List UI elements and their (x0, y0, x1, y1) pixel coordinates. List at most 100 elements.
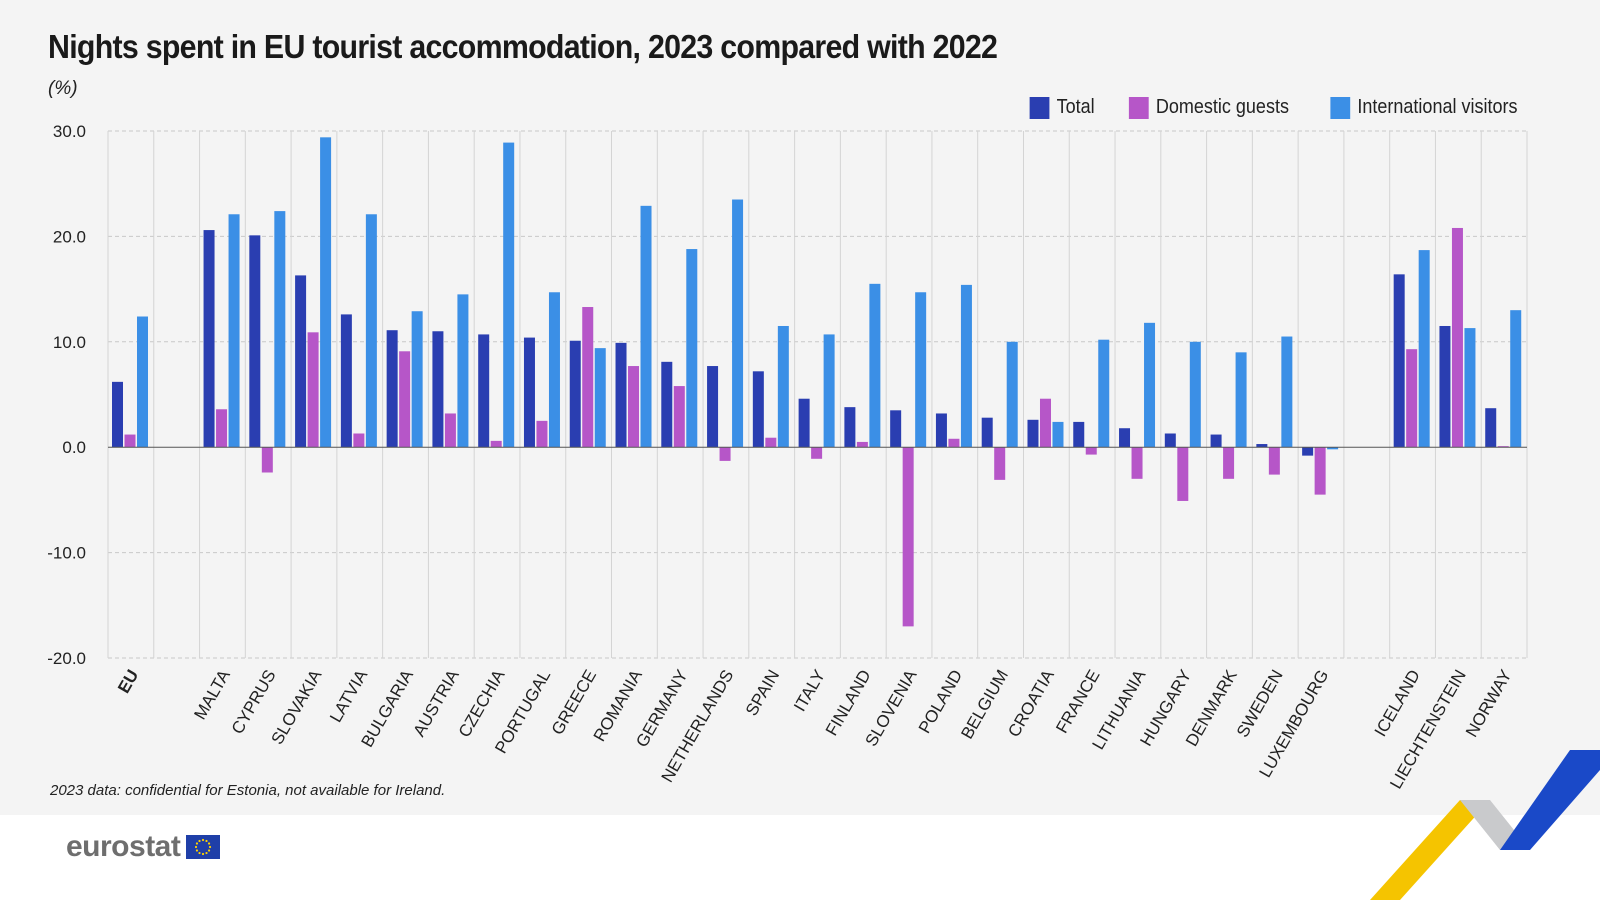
bar-domestic-guests (673, 386, 685, 448)
bar-international-visitors (594, 348, 606, 448)
bar-domestic-guests (994, 447, 1006, 480)
x-tick-label: CROATIA (1004, 666, 1058, 740)
legend-label: Domestic guests (1156, 96, 1290, 118)
bar-total (112, 381, 123, 448)
bar-total (1393, 274, 1405, 448)
bar-domestic-guests (216, 409, 228, 448)
x-tick-label: GREECE (548, 667, 600, 739)
bar-total (890, 410, 902, 448)
y-tick-label: 30.0 (53, 122, 86, 141)
chart-title: Nights spent in EU tourist accommodation… (48, 28, 998, 65)
bar-total (1485, 408, 1497, 448)
bar-total (615, 342, 627, 448)
legend-swatch-total (1029, 96, 1050, 119)
bar-domestic-guests (444, 413, 456, 448)
bar-domestic-guests (628, 366, 640, 448)
bar-total (798, 398, 810, 448)
bar-total (1164, 433, 1176, 448)
bar-international-visitors (548, 292, 560, 448)
bar-domestic-guests (719, 447, 731, 461)
x-tick-label: FRANCE (1052, 667, 1103, 737)
eurostat-logo: eurostat (66, 830, 221, 864)
unit-label: (%) (48, 78, 78, 99)
bar-international-visitors (320, 137, 332, 448)
bar-total (523, 337, 535, 448)
bar-international-visitors (137, 316, 148, 448)
logo-text: eurostat (66, 830, 181, 863)
bar-total (707, 366, 719, 448)
bar-domestic-guests (124, 434, 136, 448)
bar-domestic-guests (353, 433, 365, 448)
bar-international-visitors (1052, 421, 1064, 448)
bar-total (569, 340, 581, 448)
bar-total (1119, 428, 1131, 448)
bar-total (981, 417, 993, 448)
bar-domestic-guests (1451, 227, 1463, 448)
legend-domestic: Domestic guests (1129, 96, 1289, 119)
bar-international-visitors (823, 334, 835, 448)
bar-total (478, 334, 490, 448)
bar-international-visitors (274, 211, 286, 448)
bar-domestic-guests (490, 440, 502, 448)
y-tick-label: -20.0 (47, 649, 86, 668)
bar-total (249, 235, 261, 448)
bar-total (432, 331, 444, 448)
bar-international-visitors (1189, 341, 1201, 448)
bar-total (340, 314, 352, 448)
x-tick-label: ICELAND (1371, 667, 1424, 740)
bar-total (661, 361, 673, 448)
x-tick-label: ITALY (790, 667, 829, 715)
x-tick-label: POLAND (915, 666, 966, 736)
legend-total: Total (1029, 96, 1095, 119)
bar-international-visitors (1006, 341, 1018, 448)
bar-domestic-guests (1406, 349, 1418, 448)
bar-domestic-guests (1131, 447, 1143, 479)
bar-chart: 30.020.010.00.0-10.0-20.0EU MALTACYPRUSSL… (47, 122, 1528, 792)
bar-domestic-guests (536, 420, 548, 448)
bar-international-visitors (869, 283, 881, 448)
bar-domestic-guests (1268, 447, 1280, 475)
bar-total (1210, 434, 1222, 448)
bar-domestic-guests (1497, 446, 1509, 448)
bar-domestic-guests (1039, 398, 1051, 448)
bar-domestic-guests (399, 351, 411, 448)
legend-label: International visitors (1357, 96, 1518, 118)
bar-total (1073, 421, 1085, 448)
decorative-ribbons (1370, 750, 1600, 900)
bar-domestic-guests (811, 447, 823, 459)
footnote: 2023 data: confidential for Estonia, not… (50, 782, 446, 799)
legend: Total Domestic guests International visi… (1026, 96, 1528, 119)
bar-domestic-guests (948, 438, 960, 448)
legend-international: International visitors (1330, 96, 1518, 119)
y-tick-label: 20.0 (53, 227, 86, 246)
bar-international-visitors (1510, 310, 1522, 448)
y-tick-label: -10.0 (47, 544, 86, 563)
x-tick-label: MALTA (190, 666, 234, 723)
eu-flag-icon (186, 835, 221, 859)
bar-international-visitors (411, 311, 423, 448)
bar-international-visitors (640, 205, 652, 448)
bar-total (752, 371, 764, 448)
bar-international-visitors (365, 214, 377, 448)
bar-domestic-guests (1177, 447, 1189, 501)
bar-international-visitors (1098, 339, 1110, 448)
bar-international-visitors (1281, 336, 1293, 448)
bar-domestic-guests (261, 447, 273, 473)
bar-total (844, 407, 856, 448)
x-tick-label: LATVIA (326, 666, 371, 726)
bar-total (386, 330, 398, 448)
y-tick-label: 0.0 (62, 438, 86, 457)
bar-domestic-guests (1085, 447, 1097, 455)
bar-international-visitors (732, 199, 744, 448)
bar-domestic-guests (1223, 447, 1235, 479)
bar-domestic-guests (307, 332, 319, 448)
bar-total (1027, 419, 1039, 448)
bar-international-visitors (915, 292, 927, 448)
legend-label: Total (1056, 96, 1095, 118)
bar-total (1439, 325, 1451, 448)
bar-total (295, 275, 307, 448)
bar-international-visitors (228, 214, 240, 448)
y-tick-label: 10.0 (53, 333, 86, 352)
x-tick-label: SPAIN (742, 667, 783, 720)
bar-international-visitors (1418, 250, 1430, 448)
